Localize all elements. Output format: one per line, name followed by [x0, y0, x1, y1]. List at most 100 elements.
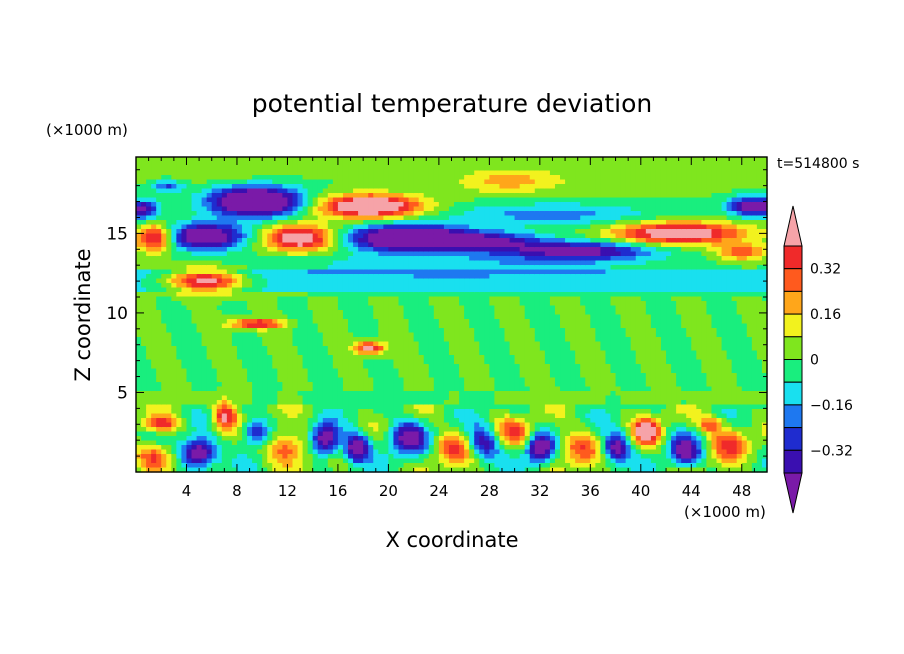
heatmap-cell — [433, 350, 440, 356]
heatmap-cell — [337, 170, 344, 176]
heatmap-cell — [438, 188, 445, 194]
heatmap-cell — [342, 323, 349, 329]
heatmap-cell — [438, 184, 445, 190]
heatmap-cell — [272, 265, 278, 271]
heatmap-cell — [428, 373, 435, 379]
heatmap-cell — [146, 224, 152, 230]
heatmap-cell — [383, 211, 389, 217]
heatmap-cell — [348, 436, 354, 442]
heatmap-cell — [433, 431, 440, 437]
heatmap-cell — [353, 431, 359, 437]
heatmap-cell — [257, 242, 263, 248]
heatmap-cell — [484, 409, 490, 415]
heatmap-cell — [337, 193, 344, 199]
heatmap-cell — [474, 269, 480, 275]
heatmap-cell — [368, 188, 374, 194]
heatmap-cell — [176, 283, 183, 289]
heatmap-cell — [267, 328, 273, 334]
heatmap-cell — [161, 206, 167, 212]
heatmap-cell — [307, 364, 314, 370]
heatmap-cell — [494, 233, 501, 239]
heatmap-cell — [216, 283, 223, 289]
heatmap-cell — [161, 409, 167, 415]
heatmap-cell — [378, 355, 384, 361]
heatmap-cell — [327, 400, 334, 406]
heatmap-cell — [156, 269, 162, 275]
heatmap-cell — [423, 215, 430, 221]
heatmap-cell — [267, 274, 273, 280]
heatmap-cell — [433, 238, 440, 244]
heatmap-cell — [267, 238, 273, 244]
heatmap-cell — [459, 220, 465, 226]
heatmap-cell — [292, 215, 299, 221]
heatmap-cell — [216, 310, 223, 316]
heatmap-cell — [388, 202, 395, 208]
heatmap-cell — [489, 427, 496, 433]
heatmap-cell — [378, 400, 384, 406]
heatmap-cell — [206, 382, 213, 388]
heatmap-cell — [297, 445, 304, 451]
heatmap-cell — [302, 188, 309, 194]
heatmap-cell — [216, 409, 223, 415]
heatmap-cell — [418, 319, 425, 325]
heatmap-cell — [186, 359, 193, 365]
heatmap-cell — [166, 251, 172, 257]
heatmap-cell — [342, 170, 349, 176]
heatmap-cell — [206, 323, 213, 329]
heatmap-cell — [282, 377, 289, 383]
heatmap-cell — [196, 301, 203, 307]
heatmap-cell — [247, 440, 253, 446]
heatmap-cell — [292, 256, 299, 262]
heatmap-cell — [191, 346, 198, 352]
heatmap-cell — [176, 287, 183, 293]
heatmap-cell — [171, 251, 177, 257]
heatmap-cell — [151, 161, 157, 167]
heatmap-cell — [443, 404, 450, 410]
heatmap-cell — [428, 224, 435, 230]
heatmap-cell — [302, 463, 309, 469]
heatmap-cell — [206, 391, 213, 397]
heatmap-cell — [181, 373, 188, 379]
heatmap-cell — [267, 355, 273, 361]
heatmap-cell — [247, 269, 253, 275]
heatmap-cell — [277, 377, 283, 383]
heatmap-cell — [469, 337, 475, 343]
heatmap-cell — [201, 251, 208, 257]
heatmap-cell — [267, 269, 273, 275]
heatmap-cell — [201, 215, 208, 221]
heatmap-cell — [302, 409, 309, 415]
heatmap-cell — [358, 256, 364, 262]
heatmap-cell — [181, 188, 188, 194]
heatmap-cell — [191, 364, 198, 370]
heatmap-cell — [151, 463, 157, 469]
heatmap-cell — [302, 269, 309, 275]
heatmap-cell — [307, 166, 314, 172]
heatmap-cell — [312, 301, 319, 307]
heatmap-cell — [161, 314, 167, 320]
heatmap-cell — [388, 161, 395, 167]
heatmap-cell — [231, 211, 238, 217]
heatmap-cell — [337, 305, 344, 311]
heatmap-cell — [403, 458, 410, 464]
heatmap-cell — [146, 247, 152, 253]
heatmap-cell — [171, 211, 177, 217]
heatmap-cell — [226, 467, 233, 473]
heatmap-cell — [474, 413, 480, 419]
heatmap-cell — [171, 382, 177, 388]
heatmap-cell — [292, 274, 299, 280]
heatmap-cell — [181, 458, 188, 464]
heatmap-cell — [196, 287, 203, 293]
heatmap-cell — [206, 341, 213, 347]
heatmap-cell — [302, 233, 309, 239]
heatmap-cell — [378, 242, 384, 248]
heatmap-cell — [413, 332, 420, 338]
heatmap-cell — [221, 229, 228, 235]
heatmap-cell — [282, 463, 289, 469]
heatmap-cell — [146, 436, 152, 442]
heatmap-cell — [211, 377, 218, 383]
heatmap-cell — [489, 319, 496, 325]
heatmap-cell — [403, 265, 410, 271]
heatmap-cell — [433, 467, 440, 473]
heatmap-cell — [438, 377, 445, 383]
heatmap-cell — [353, 238, 359, 244]
